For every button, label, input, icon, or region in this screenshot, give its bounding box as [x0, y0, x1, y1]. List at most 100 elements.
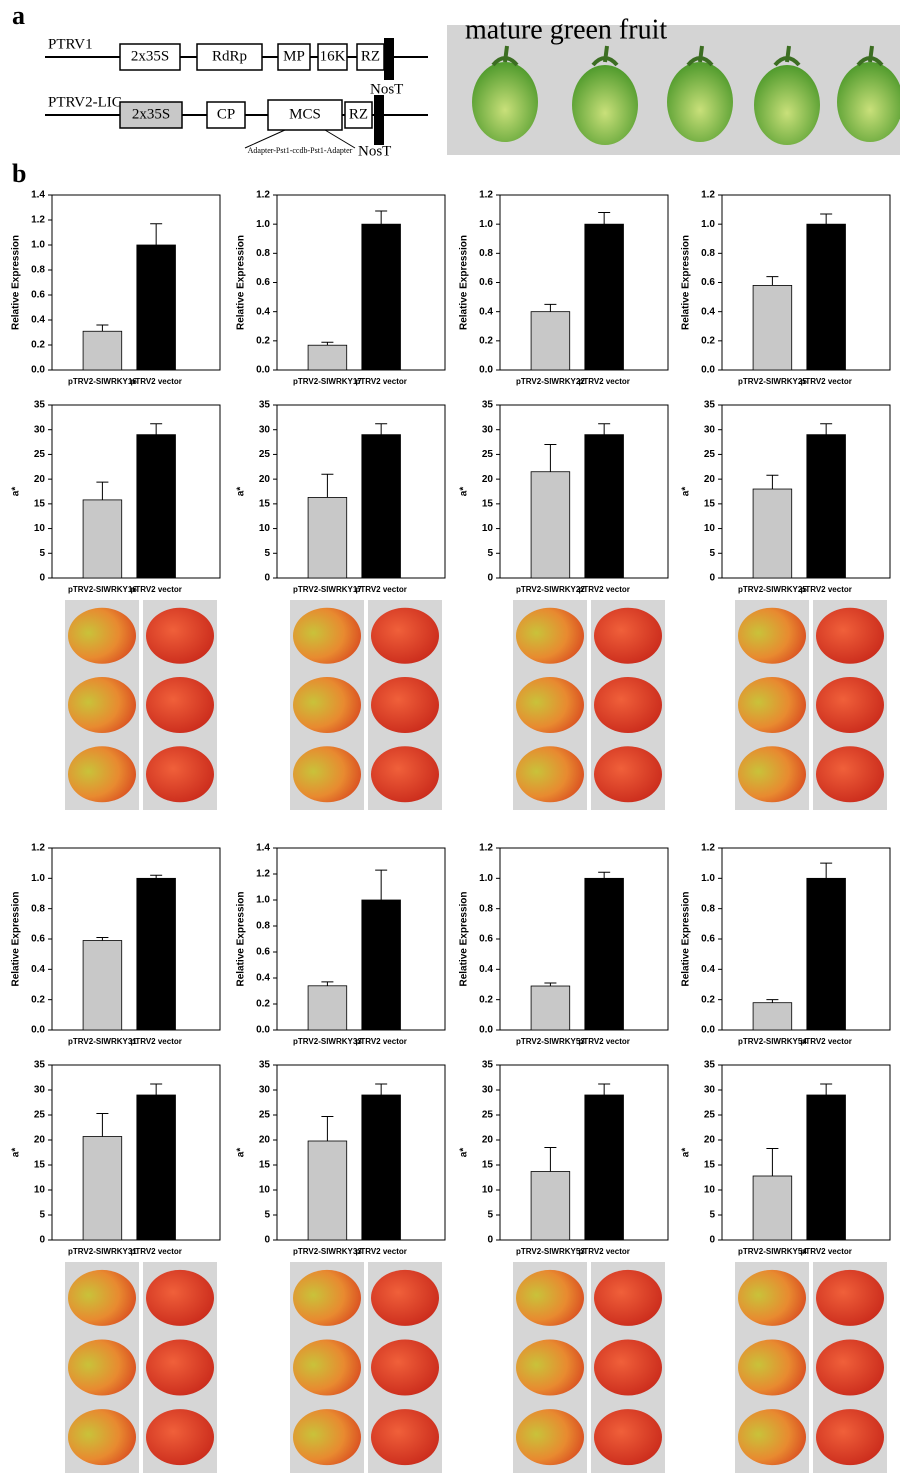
x-tick-label: pTRV2 vector [355, 1037, 406, 1046]
x-tick-label: pTRV2 vector [578, 1247, 629, 1256]
plot-frame [52, 1065, 220, 1240]
tomato [146, 608, 214, 664]
x-tick-label: pTRV2 vector [130, 1247, 181, 1256]
y-tick-label: 1.0 [479, 219, 493, 230]
y-tick-label: 25 [704, 449, 716, 460]
y-tick-label: 0.2 [701, 335, 715, 346]
y-tick-label: 0.0 [701, 1025, 715, 1036]
y-tick-label: 0.4 [256, 973, 270, 984]
element-label: RZ [361, 48, 380, 64]
y-tick-label: 1.2 [31, 215, 45, 226]
tomato [738, 746, 806, 802]
x-tick-label: pTRV2 vector [355, 585, 406, 594]
y-tick-label: 1.2 [701, 190, 715, 201]
plot-frame [52, 195, 220, 370]
y-tick-label: 10 [259, 1185, 271, 1196]
error-bar [544, 1148, 556, 1172]
error-bar [150, 424, 162, 435]
tomato [516, 1409, 584, 1465]
tomato [68, 1409, 136, 1465]
y-axis-label: a* [459, 1148, 470, 1158]
tomato [146, 677, 214, 733]
tomato [371, 1270, 439, 1326]
y-tick-label: 15 [259, 498, 271, 509]
y-axis-label: Relative Expression [11, 235, 22, 330]
tomato [594, 608, 662, 664]
y-tick-label: 5 [709, 548, 715, 559]
y-tick-label: 0 [709, 1235, 715, 1246]
error-bar [544, 304, 556, 311]
y-axis-label: a* [236, 1148, 247, 1158]
bar [362, 435, 401, 578]
y-tick-label: 1.2 [479, 843, 493, 854]
y-tick-label: 25 [482, 449, 494, 460]
photo-label: mature green fruit [465, 14, 667, 45]
tomato [68, 746, 136, 802]
bar [137, 435, 176, 578]
y-tick-label: 0.2 [701, 994, 715, 1005]
y-tick-label: 0.0 [31, 1025, 45, 1036]
y-tick-label: 0.4 [256, 306, 270, 317]
y-tick-label: 5 [264, 1210, 270, 1221]
y-tick-label: 0.0 [31, 365, 45, 376]
tomato [816, 1270, 884, 1326]
panel-label: a [12, 1, 25, 30]
y-tick-label: 0.4 [701, 964, 715, 975]
y-tick-label: 15 [259, 1160, 271, 1171]
y-tick-label: 30 [704, 424, 716, 435]
y-tick-label: 0.2 [31, 340, 45, 351]
tomato [516, 1270, 584, 1326]
y-tick-label: 0 [39, 573, 45, 584]
error-bar [96, 937, 108, 940]
error-bar [96, 482, 108, 500]
bar [531, 1172, 570, 1241]
y-tick-label: 15 [34, 1160, 46, 1171]
y-tick-label: 35 [482, 1060, 494, 1071]
y-tick-label: 1.2 [256, 869, 270, 880]
tomato [738, 1409, 806, 1465]
y-tick-label: 0.8 [479, 248, 493, 259]
y-tick-label: 10 [34, 523, 46, 534]
tomato [754, 65, 820, 145]
construct-name: PTRV1 [48, 36, 93, 52]
error-bar [766, 1149, 778, 1177]
y-axis-label: a* [11, 487, 22, 497]
y-tick-label: 1.0 [256, 895, 270, 906]
y-tick-label: 0 [709, 573, 715, 584]
y-tick-label: 35 [704, 400, 716, 411]
plot-frame [277, 405, 445, 578]
y-tick-label: 10 [704, 1185, 716, 1196]
x-tick-label: pTRV2 vector [130, 1037, 181, 1046]
tomato [594, 1270, 662, 1326]
x-tick-label: pTRV2-SlWRKY22 [516, 585, 585, 594]
x-tick-label: pTRV2-SlWRKY33 [293, 1247, 362, 1256]
x-tick-label: pTRV2 vector [355, 377, 406, 386]
panel-label: b [12, 159, 26, 188]
y-tick-label: 20 [482, 474, 494, 485]
y-tick-label: 0.6 [701, 277, 715, 288]
y-tick-label: 5 [487, 548, 493, 559]
plot-frame [52, 405, 220, 578]
y-tick-label: 35 [482, 400, 494, 411]
tomato [738, 608, 806, 664]
bar [308, 1141, 347, 1240]
error-bar [96, 325, 108, 331]
element-label: 2x35S [131, 48, 169, 64]
error-bar [150, 224, 162, 245]
y-tick-label: 25 [34, 449, 46, 460]
bar [753, 489, 792, 578]
error-bar [820, 863, 832, 878]
error-bar [150, 1084, 162, 1095]
bar [753, 1176, 792, 1240]
bar [308, 986, 347, 1030]
y-tick-label: 5 [39, 548, 45, 559]
y-tick-label: 1.4 [256, 843, 270, 854]
error-bar [150, 875, 162, 878]
y-tick-label: 30 [482, 424, 494, 435]
figure: a b mature green fruit PTRV12x35SRdRpMP1… [0, 0, 900, 1475]
element-label: 2x35S [132, 106, 170, 122]
y-tick-label: 1.2 [31, 843, 45, 854]
tomato [68, 1340, 136, 1396]
y-tick-label: 0.0 [479, 1025, 493, 1036]
plot-frame [277, 848, 445, 1030]
